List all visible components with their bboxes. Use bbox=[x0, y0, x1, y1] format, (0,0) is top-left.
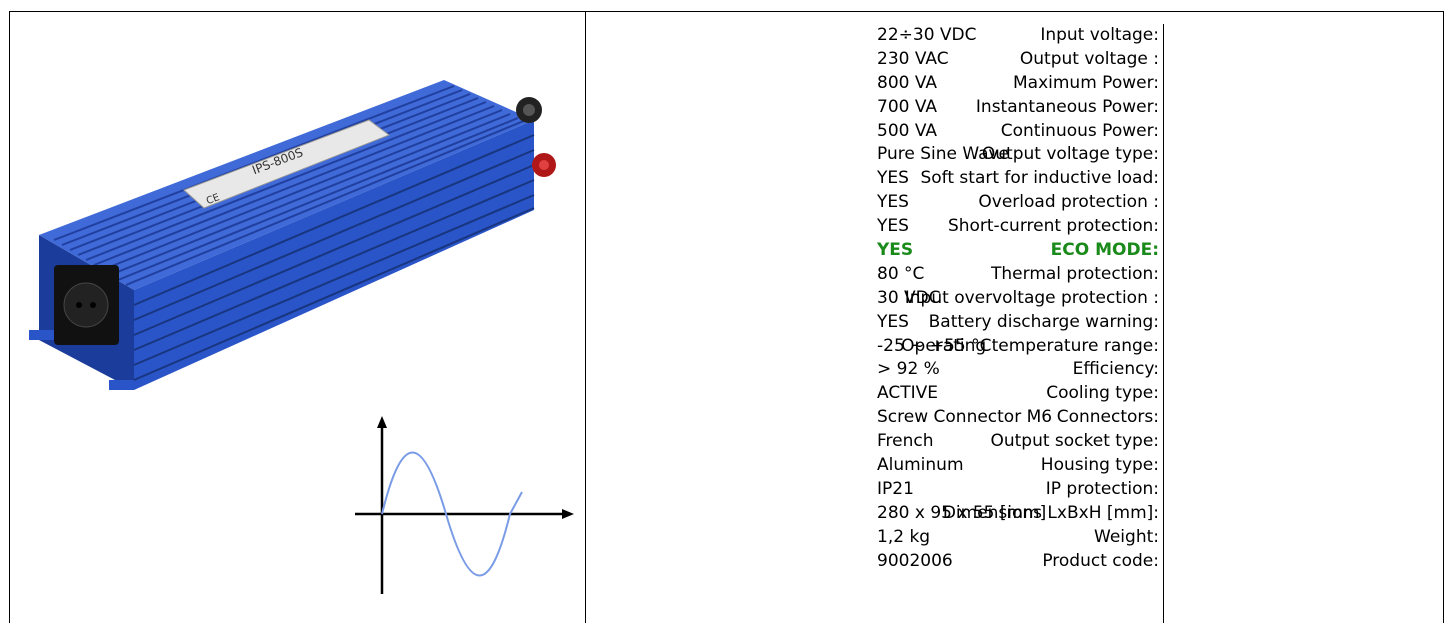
spec-row: Input overvoltage protection :30 VDC bbox=[586, 287, 1443, 311]
spec-label: Maximum Power: bbox=[1013, 72, 1159, 93]
spec-row: Housing type: Aluminum bbox=[586, 454, 1443, 478]
column-divider bbox=[585, 11, 586, 623]
spec-row: Output socket type: French bbox=[586, 430, 1443, 454]
spec-row: Thermal protection: 80 °C bbox=[586, 263, 1443, 287]
spec-row: Output voltage : 230 VAC bbox=[586, 48, 1443, 72]
spec-value: 280 x 95 x 55 [mm] bbox=[877, 502, 1047, 523]
spec-value: 800 VA bbox=[877, 72, 938, 93]
spec-value: Pure Sine Wave bbox=[877, 144, 1010, 165]
spec-value: 9002006 bbox=[877, 550, 953, 571]
spec-row: Maximum Power: 800 VA bbox=[586, 72, 1443, 96]
spec-value: IP21 bbox=[877, 478, 914, 499]
spec-row: Continuous Power: 500 VA bbox=[586, 120, 1443, 144]
spec-row: Weight: 1,2 kg bbox=[586, 526, 1443, 550]
spec-row: Instantaneous Power: 700 VA bbox=[586, 96, 1443, 120]
spec-value: ACTIVE bbox=[877, 383, 938, 404]
spec-row: Short-current protection: YES bbox=[586, 215, 1443, 239]
table-frame bbox=[9, 11, 1444, 623]
spec-value: -25 ~ +55 °C bbox=[877, 335, 992, 356]
spec-label: Operating temperature range: bbox=[901, 335, 1159, 356]
spec-label: Dimensions LxBxH [mm]: bbox=[942, 502, 1159, 523]
spec-value: 230 VAC bbox=[877, 48, 949, 69]
spec-row: Efficiency: > 92 % bbox=[586, 358, 1443, 382]
spec-row: ECO MODE: YES bbox=[586, 239, 1443, 263]
spec-value: 500 VA bbox=[877, 120, 938, 141]
spec-value: YES bbox=[877, 240, 914, 261]
spec-value: Aluminum bbox=[877, 455, 964, 476]
spec-row: IP protection: IP21 bbox=[586, 478, 1443, 502]
spec-row: Input voltage: 22÷30 VDC bbox=[586, 24, 1443, 48]
spec-value: Screw Connector M6 bbox=[877, 407, 1053, 428]
spec-label: ECO MODE: bbox=[1050, 240, 1159, 261]
inverter-product-image: IPS-800S CE bbox=[29, 80, 556, 390]
spec-label: Input voltage: bbox=[1040, 25, 1159, 45]
spec-label: Short-current protection: bbox=[947, 216, 1159, 237]
spec-value: 700 VA bbox=[877, 96, 938, 117]
spec-row: Operating temperature range: -25 ~ +55 °C bbox=[586, 335, 1443, 359]
spec-row: Product code: 9002006 bbox=[586, 550, 1443, 574]
spec-value: 30 VDC bbox=[877, 287, 941, 308]
spec-value: YES bbox=[877, 216, 909, 237]
spec-value: 1,2 kg bbox=[877, 526, 931, 547]
spec-column-divider bbox=[1163, 24, 1164, 623]
spec-label: Instantaneous Power: bbox=[975, 96, 1159, 117]
spec-label: Thermal protection: bbox=[991, 263, 1159, 284]
spec-label: Overload protection : bbox=[978, 192, 1159, 213]
spec-label: Housing type: bbox=[1040, 455, 1159, 476]
ce-mark: CE bbox=[205, 192, 221, 207]
spec-label: Output voltage type: bbox=[981, 144, 1159, 165]
spec-label: Output voltage : bbox=[1019, 48, 1159, 69]
sine-wave-icon bbox=[355, 416, 574, 594]
spec-value: YES bbox=[877, 192, 909, 213]
spec-table: Input voltage: 22÷30 VDC Output voltage : 2… bbox=[586, 24, 1443, 573]
spec-row: Battery discharge warning: YES bbox=[586, 311, 1443, 335]
spec-row: Dimensions LxBxH [mm]: 280 x 95 x 55 [mm] bbox=[586, 502, 1443, 526]
spec-label: Product code: bbox=[1042, 550, 1159, 571]
spec-label: Soft start for inductive load: bbox=[920, 168, 1159, 189]
spec-row: Output voltage type: Pure Sine Wave bbox=[586, 143, 1443, 167]
spec-value: French bbox=[877, 431, 934, 452]
image-cell: IPS-800S CE bbox=[10, 12, 585, 623]
spec-label: Weight: bbox=[1094, 526, 1159, 547]
spec-value: 80 °C bbox=[877, 263, 925, 284]
spec-row: Cooling type: ACTIVE bbox=[586, 382, 1443, 406]
spec-label: Cooling type: bbox=[1046, 383, 1159, 404]
spec-value: YES bbox=[877, 311, 909, 332]
spec-label: Continuous Power: bbox=[1000, 120, 1159, 141]
spec-label: Output socket type: bbox=[990, 431, 1159, 452]
spec-label: Battery discharge warning: bbox=[928, 311, 1159, 332]
spec-value: 22÷30 VDC bbox=[877, 25, 977, 45]
spec-value: > 92 % bbox=[877, 359, 940, 380]
spec-label: Input overvoltage protection : bbox=[904, 287, 1159, 308]
spec-label: IP protection: bbox=[1045, 478, 1159, 499]
spec-row: Overload protection : YES bbox=[586, 191, 1443, 215]
spec-label: Connectors: bbox=[1056, 407, 1159, 428]
spec-label: Efficiency: bbox=[1072, 359, 1159, 380]
spec-row: Soft start for inductive load: YES bbox=[586, 167, 1443, 191]
spec-row: Connectors: Screw Connector M6 bbox=[586, 406, 1443, 430]
spec-value: YES bbox=[877, 168, 909, 189]
